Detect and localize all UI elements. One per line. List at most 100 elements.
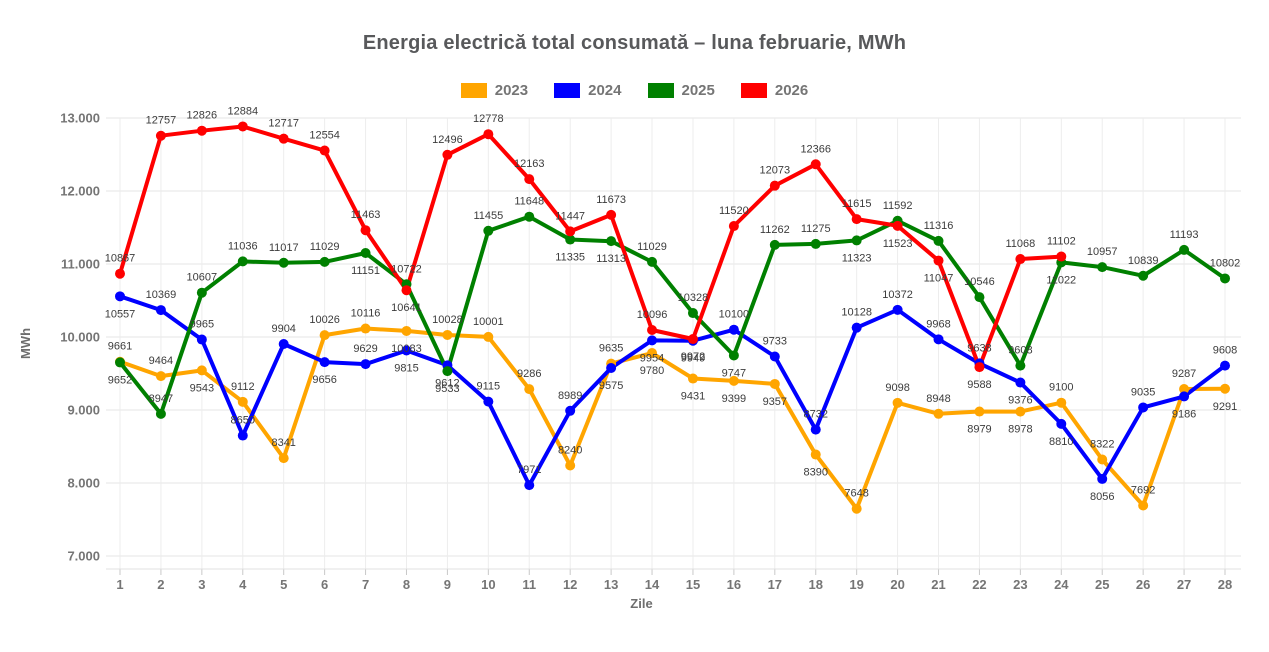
data-point-2025-day6[interactable] — [319, 256, 330, 267]
data-point-2023-day16[interactable] — [728, 375, 739, 386]
data-point-2026-day6[interactable] — [319, 145, 330, 156]
data-point-2025-day12[interactable] — [565, 234, 576, 245]
data-point-2025-day23[interactable] — [1015, 360, 1026, 371]
data-point-2025-day3[interactable] — [196, 287, 207, 298]
data-point-2026-day9[interactable] — [442, 149, 453, 160]
data-point-2023-day12[interactable] — [565, 460, 576, 471]
data-point-2023-day14[interactable] — [647, 348, 658, 359]
data-point-2024-day16[interactable] — [728, 324, 739, 335]
data-point-2026-day14[interactable] — [647, 324, 658, 335]
data-point-2025-day25[interactable] — [1097, 262, 1108, 273]
data-point-2024-day18[interactable] — [810, 424, 821, 435]
data-point-2025-day16[interactable] — [728, 350, 739, 361]
data-point-2025-day19[interactable] — [851, 235, 862, 246]
data-point-2026-day13[interactable] — [606, 209, 617, 220]
data-point-2026-day19[interactable] — [851, 214, 862, 225]
data-point-2026-day4[interactable] — [237, 121, 248, 132]
data-point-2026-day5[interactable] — [278, 133, 289, 144]
data-point-2023-day23[interactable] — [1015, 406, 1026, 417]
data-point-2025-day9[interactable] — [442, 366, 453, 377]
data-point-2023-day3[interactable] — [196, 365, 207, 376]
data-point-2024-day8[interactable] — [401, 345, 412, 356]
data-point-2025-day10[interactable] — [483, 225, 494, 236]
data-point-2024-day4[interactable] — [237, 430, 248, 441]
data-point-2025-day11[interactable] — [524, 211, 535, 222]
data-point-2024-day14[interactable] — [647, 335, 658, 346]
data-point-2023-day20[interactable] — [892, 397, 903, 408]
data-point-2025-day18[interactable] — [810, 238, 821, 249]
data-point-2024-day3[interactable] — [196, 334, 207, 345]
data-point-2026-day1[interactable] — [115, 268, 125, 279]
data-point-2024-day26[interactable] — [1138, 402, 1149, 413]
data-point-2025-day13[interactable] — [606, 236, 617, 247]
data-point-2024-day7[interactable] — [360, 359, 371, 370]
data-point-2023-day28[interactable] — [1220, 383, 1231, 394]
data-point-2023-day25[interactable] — [1097, 454, 1108, 465]
data-point-2025-day28[interactable] — [1220, 273, 1231, 284]
data-point-2026-day22[interactable] — [974, 362, 985, 373]
data-point-2023-day17[interactable] — [769, 378, 780, 389]
data-point-2023-day5[interactable] — [278, 453, 289, 464]
data-point-2025-day14[interactable] — [647, 256, 658, 267]
data-point-2023-day26[interactable] — [1138, 500, 1149, 511]
data-point-2026-day11[interactable] — [524, 174, 535, 185]
data-point-2025-day17[interactable] — [769, 239, 780, 250]
data-point-2023-day15[interactable] — [687, 373, 698, 384]
data-point-2023-day24[interactable] — [1056, 397, 1067, 408]
data-point-2024-day10[interactable] — [483, 396, 494, 407]
data-point-2026-day8[interactable] — [401, 285, 412, 296]
data-point-2025-day2[interactable] — [155, 408, 166, 419]
data-point-2024-day6[interactable] — [319, 357, 330, 368]
data-point-2026-day10[interactable] — [483, 129, 494, 140]
data-point-2023-day11[interactable] — [524, 384, 535, 395]
data-point-2024-day13[interactable] — [606, 363, 617, 374]
data-point-2025-day27[interactable] — [1179, 244, 1190, 255]
data-point-2023-day7[interactable] — [360, 323, 371, 334]
data-point-2026-day3[interactable] — [196, 125, 207, 136]
data-point-2023-day21[interactable] — [933, 408, 944, 419]
data-point-2023-day22[interactable] — [974, 406, 985, 417]
data-point-2023-day4[interactable] — [237, 396, 248, 407]
data-point-2025-day15[interactable] — [687, 308, 698, 319]
data-point-2026-day15[interactable] — [687, 334, 698, 345]
data-point-2026-day24[interactable] — [1056, 251, 1067, 262]
data-point-2024-day27[interactable] — [1179, 391, 1190, 402]
data-point-2026-day23[interactable] — [1015, 254, 1026, 265]
data-point-2023-day27[interactable] — [1179, 384, 1190, 395]
data-point-2023-day18[interactable] — [810, 449, 821, 460]
data-point-2024-day24[interactable] — [1056, 418, 1067, 429]
legend-item-2024[interactable]: 2024 — [554, 82, 622, 99]
data-point-2023-day9[interactable] — [442, 329, 453, 340]
data-point-2025-day4[interactable] — [237, 256, 248, 267]
data-point-2024-day20[interactable] — [892, 304, 903, 315]
data-point-2024-day2[interactable] — [155, 305, 166, 316]
data-point-2024-day12[interactable] — [565, 405, 576, 416]
data-point-2025-day22[interactable] — [974, 292, 985, 303]
data-point-2026-day2[interactable] — [155, 130, 166, 141]
data-point-2023-day10[interactable] — [483, 331, 494, 342]
data-point-2023-day6[interactable] — [319, 330, 330, 341]
data-point-2024-day5[interactable] — [278, 339, 289, 350]
data-point-2026-day20[interactable] — [892, 220, 903, 231]
data-point-2023-day19[interactable] — [851, 503, 862, 514]
data-point-2025-day5[interactable] — [278, 257, 289, 268]
data-point-2026-day16[interactable] — [728, 221, 739, 232]
data-point-2026-day18[interactable] — [810, 159, 821, 170]
data-point-2025-day21[interactable] — [933, 235, 944, 246]
data-point-2024-day21[interactable] — [933, 334, 944, 345]
data-point-2026-day21[interactable] — [933, 255, 944, 266]
data-point-2025-day1[interactable] — [115, 357, 125, 368]
data-point-2024-day25[interactable] — [1097, 473, 1108, 484]
data-point-2026-day7[interactable] — [360, 225, 371, 236]
data-point-2026-day12[interactable] — [565, 226, 576, 237]
data-point-2025-day26[interactable] — [1138, 270, 1149, 281]
data-point-2025-day7[interactable] — [360, 247, 371, 258]
data-point-2023-day2[interactable] — [155, 371, 166, 382]
legend-item-2026[interactable]: 2026 — [740, 82, 808, 99]
legend-item-2023[interactable]: 2023 — [460, 82, 528, 99]
data-point-2024-day19[interactable] — [851, 322, 862, 333]
data-point-2023-day8[interactable] — [401, 325, 412, 336]
data-point-2026-day17[interactable] — [769, 180, 780, 191]
legend-item-2025[interactable]: 2025 — [647, 82, 715, 99]
data-point-2024-day11[interactable] — [524, 480, 535, 491]
